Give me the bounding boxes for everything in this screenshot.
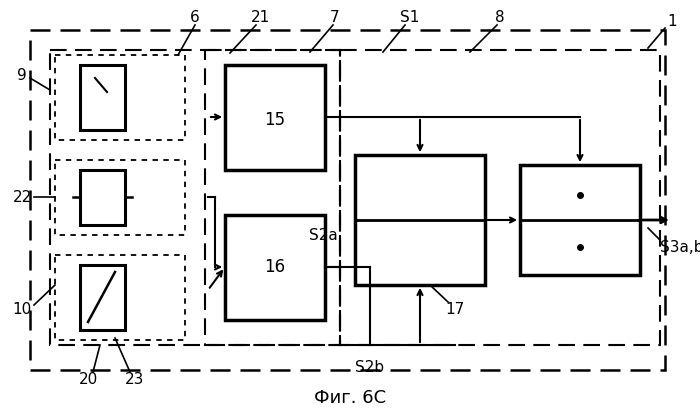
Text: Фиг. 6С: Фиг. 6С [314, 389, 386, 407]
Text: 20: 20 [78, 373, 97, 387]
Text: 17: 17 [445, 302, 465, 318]
Bar [80, 170, 125, 225]
Bar [55, 55, 185, 140]
Text: 23: 23 [125, 373, 145, 387]
Text: 8: 8 [495, 10, 505, 26]
Text: S3a,b: S3a,b [660, 240, 700, 254]
Text: 22: 22 [13, 190, 32, 204]
Bar [520, 165, 640, 275]
Bar [205, 50, 340, 345]
Text: 21: 21 [251, 10, 270, 26]
Bar [55, 255, 185, 340]
Text: 1: 1 [667, 14, 677, 29]
Text: S1: S1 [400, 10, 420, 26]
Bar [225, 65, 325, 170]
Bar [55, 160, 185, 235]
Bar [30, 30, 665, 370]
Bar [80, 265, 125, 330]
Text: S2b: S2b [356, 361, 384, 375]
Text: 15: 15 [265, 111, 286, 129]
Bar [340, 50, 660, 345]
Text: 7: 7 [330, 10, 340, 26]
Bar [225, 215, 325, 320]
Bar [355, 155, 485, 285]
Text: 6: 6 [190, 10, 200, 26]
Bar [80, 65, 125, 130]
Bar [50, 50, 340, 345]
Text: S2a: S2a [309, 228, 338, 242]
Text: 9: 9 [17, 67, 27, 83]
Text: 10: 10 [13, 302, 32, 318]
Text: 16: 16 [265, 258, 286, 276]
